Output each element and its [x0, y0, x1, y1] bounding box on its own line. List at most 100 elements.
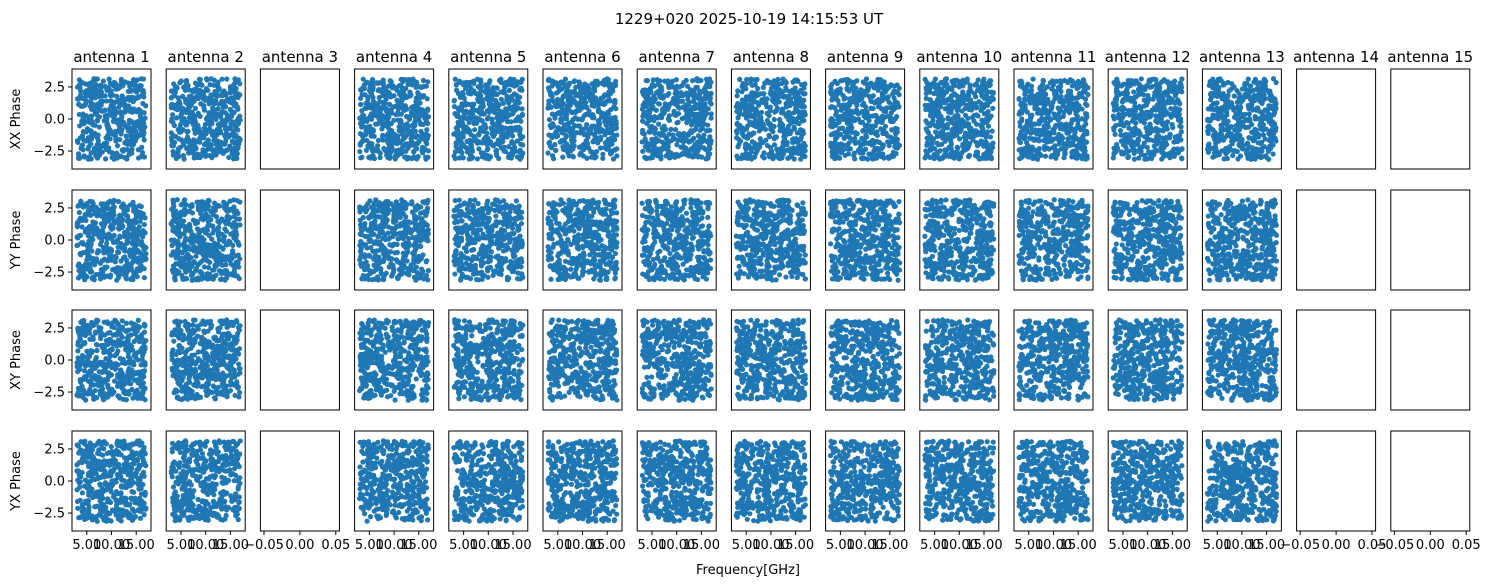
- data-point: [122, 79, 128, 85]
- scatter-panel: [354, 68, 435, 170]
- data-point: [118, 483, 125, 489]
- axes-frame: [259, 309, 340, 411]
- data-point: [169, 474, 175, 480]
- data-point: [223, 148, 229, 154]
- data-point: [197, 269, 203, 275]
- data-point: [405, 392, 411, 398]
- data-point: [94, 518, 100, 524]
- data-point: [204, 438, 210, 445]
- data-point: [205, 483, 212, 489]
- data-point: [132, 370, 138, 376]
- data-point: [114, 143, 121, 149]
- data-point: [182, 350, 189, 356]
- data-point: [225, 241, 231, 248]
- data-point: [409, 343, 415, 349]
- data-point: [395, 223, 402, 229]
- data-point: [409, 134, 415, 141]
- data-point: [227, 99, 233, 105]
- data-point: [188, 331, 194, 337]
- data-point: [134, 387, 140, 393]
- x-tick-label: 0.05: [321, 538, 350, 553]
- data-point: [216, 146, 222, 152]
- data-point: [87, 372, 93, 378]
- data-point: [107, 351, 113, 357]
- data-point: [190, 342, 196, 349]
- column-title: antenna 3: [262, 48, 338, 66]
- data-point: [410, 155, 416, 161]
- data-point: [236, 499, 242, 506]
- data-point: [222, 475, 228, 481]
- data-point: [206, 343, 213, 349]
- data-point: [89, 248, 95, 254]
- data-point: [120, 201, 126, 207]
- data-point: [406, 320, 412, 326]
- data-point: [99, 359, 106, 366]
- data-point: [411, 251, 417, 257]
- data-point: [210, 473, 216, 479]
- data-point: [358, 242, 364, 248]
- data-point: [367, 377, 373, 384]
- data-point: [376, 206, 382, 212]
- data-point: [173, 479, 179, 485]
- data-point: [178, 129, 184, 135]
- data-point: [96, 369, 102, 375]
- data-point: [197, 130, 203, 136]
- data-point: [107, 273, 113, 279]
- data-point: [224, 354, 231, 360]
- data-point: [111, 198, 117, 205]
- data-point: [82, 454, 88, 460]
- data-point: [361, 340, 367, 347]
- data-point: [104, 319, 110, 325]
- data-point: [205, 501, 211, 507]
- data-point: [212, 88, 218, 95]
- data-point: [188, 514, 194, 520]
- data-point: [424, 230, 430, 236]
- data-point: [120, 94, 126, 101]
- data-point: [174, 268, 180, 274]
- data-point: [173, 255, 179, 261]
- data-point: [134, 458, 141, 464]
- data-point: [208, 489, 214, 495]
- data-point: [174, 115, 180, 121]
- data-point: [211, 101, 217, 107]
- data-point: [104, 363, 110, 370]
- data-point: [172, 460, 178, 466]
- data-point: [227, 89, 233, 95]
- data-point: [234, 216, 240, 222]
- data-point: [79, 490, 85, 496]
- data-point: [193, 515, 199, 521]
- data-point: [195, 507, 201, 513]
- data-point: [111, 233, 117, 239]
- data-point: [233, 85, 239, 92]
- y-axis-label: XY Phase: [9, 330, 24, 390]
- data-point: [408, 384, 415, 390]
- y-tick-label: 0.0: [44, 475, 65, 490]
- data-point: [113, 239, 119, 245]
- data-point: [200, 150, 206, 156]
- data-point: [222, 126, 229, 132]
- data-point: [188, 366, 194, 372]
- data-point: [127, 221, 133, 227]
- data-point: [231, 478, 237, 484]
- scatter-panel: [354, 309, 435, 411]
- data-point: [98, 274, 105, 280]
- data-point: [83, 113, 89, 119]
- data-point: [141, 94, 147, 100]
- data-point: [84, 348, 90, 354]
- data-point: [123, 380, 130, 386]
- scatter-panel: 2.50.0−2.5XY Phase: [9, 309, 152, 411]
- data-point: [92, 76, 98, 82]
- data-point: [227, 467, 233, 473]
- data-point: [414, 215, 420, 221]
- data-point: [98, 266, 105, 273]
- data-point: [119, 477, 125, 483]
- data-point: [111, 221, 117, 227]
- data-point: [235, 135, 242, 141]
- data-point: [111, 83, 118, 89]
- data-point: [176, 343, 182, 349]
- data-point: [194, 459, 200, 465]
- data-point: [78, 135, 84, 141]
- data-point: [100, 344, 106, 351]
- data-point: [412, 205, 418, 211]
- axes-frame: [259, 68, 340, 170]
